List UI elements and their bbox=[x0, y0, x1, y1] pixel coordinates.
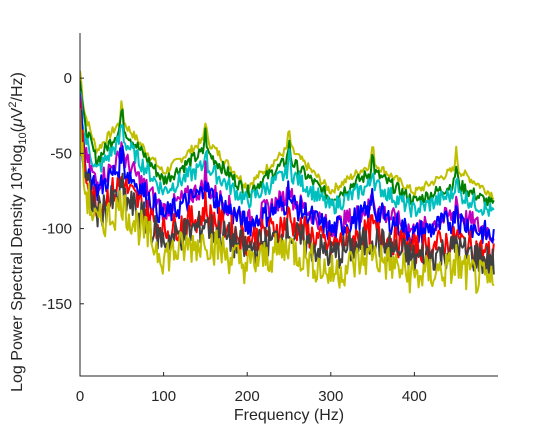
x-tick-label: 0 bbox=[76, 388, 84, 405]
y-ticks: 0 -50 -100 -150 bbox=[42, 70, 84, 313]
x-ticks: 0 100 200 300 400 bbox=[76, 372, 427, 405]
x-tick-label: 300 bbox=[318, 388, 343, 405]
series-layer bbox=[80, 70, 495, 294]
x-tick-label: 400 bbox=[402, 388, 427, 405]
y-tick-label: -100 bbox=[42, 221, 72, 238]
y-tick-label: -50 bbox=[50, 145, 72, 162]
y-tick-label: -150 bbox=[42, 296, 72, 313]
psd-series-line bbox=[80, 80, 495, 208]
y-axis-label: Log Power Spectral Density 10*log10(μV2/… bbox=[7, 72, 29, 392]
x-tick-label: 100 bbox=[151, 388, 176, 405]
x-axis-label: Frequency (Hz) bbox=[234, 407, 344, 424]
y-tick-label: 0 bbox=[64, 70, 72, 87]
psd-series-line bbox=[80, 90, 495, 218]
psd-series-line bbox=[80, 108, 495, 294]
x-tick-label: 200 bbox=[235, 388, 260, 405]
